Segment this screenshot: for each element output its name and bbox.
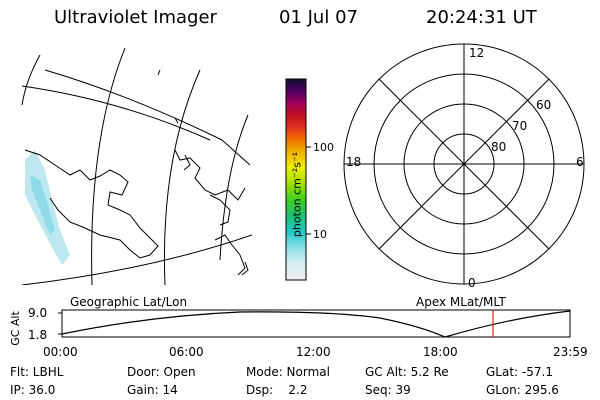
graticule-line [21,54,41,106]
status-door: Door: Open [127,365,196,379]
graticule-line [219,114,249,261]
mlt-label-18: 18 [346,155,362,169]
timeseries-ylabel: GC Alt [8,311,22,346]
coastline [174,149,246,201]
status-mode: Mode: Normal [246,365,330,379]
graticule-line [44,69,251,166]
header-time: 20:24:31 UT [426,7,537,28]
status-ip: IP: 36.0 [10,383,56,397]
coastline [241,261,249,276]
x-tick: 18:00 [423,345,458,359]
colorbar-tick: 10 [313,228,327,241]
status-gain: Gain: 14 [127,383,178,397]
timeseries-plot [58,309,571,338]
status-glon: GLon: 295.6 [486,383,559,397]
graticule-line [163,69,201,285]
coastline [157,69,191,171]
status-flt: Flt: LBHL [10,365,64,379]
mlt-label-6: 6 [576,155,584,169]
colorbar [285,78,307,281]
mlt-label-12: 12 [469,46,485,60]
lat-label-60: 60 [536,98,552,112]
status-dsp: Dsp: 2.2 [246,383,308,397]
graticule-line [21,85,211,141]
x-tick: 12:00 [296,345,331,359]
status-glat: GLat: -57.1 [486,365,553,379]
graticule-line [91,47,126,285]
status-gc-alt: GC Alt: 5.2 Re [365,365,449,379]
timeseries-frame [61,309,571,338]
colorbar-tick: 100 [313,141,334,154]
altitude-curve [61,310,571,338]
colorbar-label: photon cm⁻²s⁻¹ [290,151,304,238]
lat-label-80: 80 [491,140,507,154]
y-tick: 1.8 [28,328,48,342]
geographic-map [21,47,252,285]
status-seq: Seq: 39 [365,383,411,397]
y-tick: 9.0 [28,306,48,320]
apex-title: Apex MLat/MLT [416,295,506,309]
coastline [24,149,159,259]
x-tick: 00:00 [43,345,78,359]
geo-title: Geographic Lat/Lon [70,295,188,309]
x-tick: 06:00 [169,345,204,359]
coastline [209,194,246,276]
lat-label-70: 70 [512,119,528,133]
header-date: 01 Jul 07 [279,7,358,28]
app-title: Ultraviolet Imager [54,7,217,28]
mlt-label-0: 0 [468,276,476,290]
graticule-line [21,234,252,285]
x-tick: 23:59 [553,345,588,359]
polar-plot [343,43,585,285]
